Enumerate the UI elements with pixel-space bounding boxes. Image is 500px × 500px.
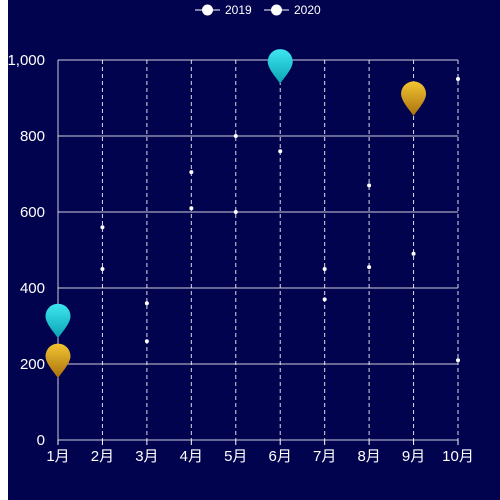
- point-series-2020: [189, 206, 194, 211]
- y-tick-label: 0: [37, 432, 45, 449]
- legend-label: 2020: [294, 3, 321, 17]
- point-series-2019: [100, 225, 105, 230]
- pin-marker-gold: [45, 343, 71, 379]
- x-tick-label: 9月: [402, 448, 425, 465]
- y-tick-label: 800: [20, 128, 45, 145]
- x-tick-label: 5月: [224, 448, 247, 465]
- x-tick-label: 1月: [46, 448, 69, 465]
- legend-label: 2019: [225, 3, 252, 17]
- point-series-2019: [456, 77, 460, 81]
- point-series-2019: [367, 183, 372, 188]
- point-series-2019: [411, 251, 416, 256]
- x-tick-label: 6月: [269, 448, 292, 465]
- x-tick-label: 8月: [357, 448, 380, 465]
- y-tick-label: 400: [20, 280, 45, 297]
- legend-symbol: [271, 4, 282, 16]
- legend[interactable]: 2019 2020: [195, 3, 321, 17]
- point-series-2020: [100, 267, 105, 271]
- pin-marker-cyan: [45, 303, 71, 339]
- point-series-2020: [144, 339, 149, 344]
- pin-marker-gold: [401, 81, 427, 116]
- x-tick-label: 4月: [180, 448, 203, 465]
- y-axis-ticks: 0 200 400 600 800 1,000: [8, 52, 45, 449]
- pin-marker-cyan: [267, 49, 293, 84]
- y-tick-label: 1,000: [8, 52, 45, 69]
- legend-item-2019[interactable]: 2019: [195, 3, 252, 17]
- x-tick-label: 2月: [91, 448, 114, 465]
- chart-svg: 2019 2020 0 200 400 600 800 1,000 1月 2月 3月 4月 5月 6月…: [8, 3, 474, 465]
- point-series-2019: [189, 170, 194, 175]
- point-series-2020: [367, 265, 372, 270]
- point-series-2020: [322, 297, 327, 302]
- legend-item-2020[interactable]: 2020: [264, 3, 321, 17]
- point-series-2019: [278, 149, 283, 154]
- x-tick-label: 10月: [442, 448, 474, 465]
- y-tick-label: 200: [20, 356, 45, 373]
- point-series-2019: [144, 301, 149, 306]
- data-points: [100, 77, 460, 363]
- point-series-2019: [233, 134, 238, 138]
- pin-markers: [45, 49, 427, 379]
- x-axis-ticks: 1月 2月 3月 4月 5月 6月 7月 8月 9月 10月: [46, 440, 474, 465]
- chart-area: 2019 2020 0 200 400 600 800 1,000 1月 2月 3月 4月 5月 6月…: [8, 0, 500, 500]
- x-tick-label: 3月: [135, 448, 158, 465]
- point-series-2020: [456, 358, 460, 363]
- point-series-2020: [233, 210, 238, 214]
- point-series-2019: [322, 267, 327, 271]
- y-tick-label: 600: [20, 204, 45, 221]
- legend-symbol: [202, 4, 213, 16]
- x-tick-label: 7月: [313, 448, 336, 465]
- grid: [57, 59, 459, 441]
